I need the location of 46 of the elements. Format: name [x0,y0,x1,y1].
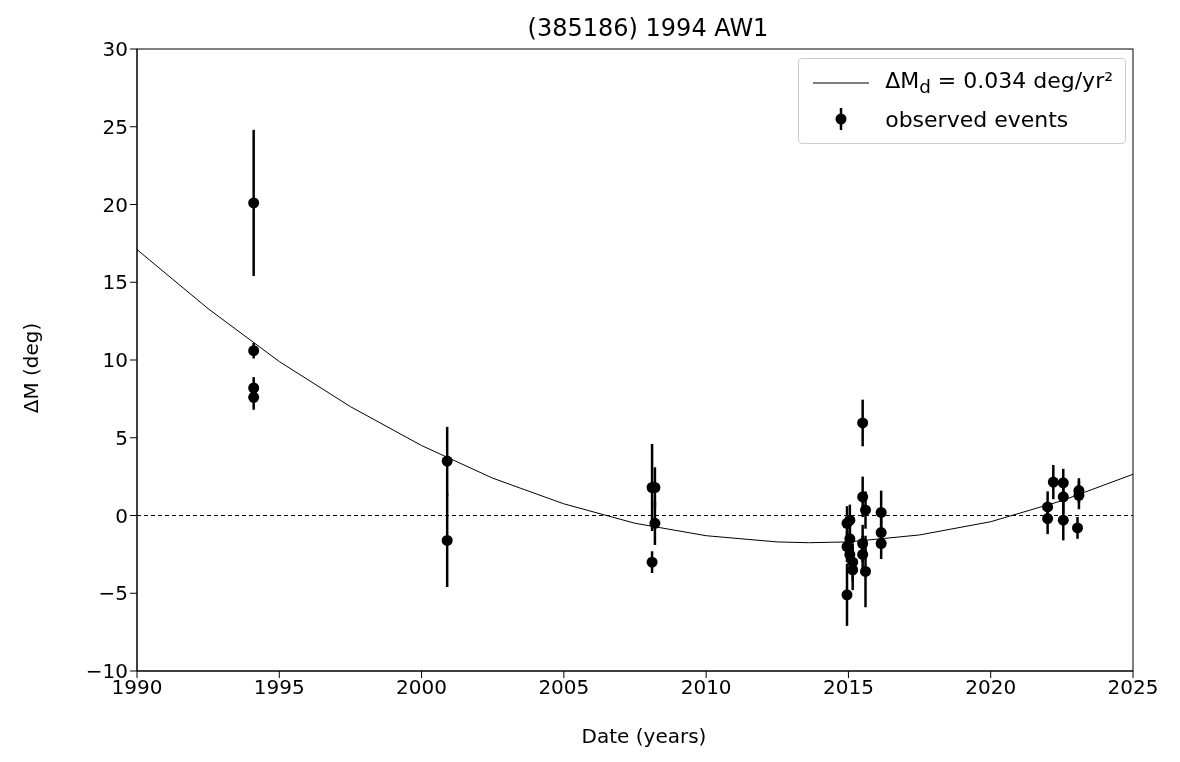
x-tick-label: 1995 [253,675,305,700]
point [1057,477,1069,489]
point [248,197,260,209]
point [1047,476,1059,488]
point [1057,491,1069,503]
y-tick-label: 15 [102,270,128,295]
point [1042,501,1054,513]
point [248,391,260,403]
x-tick-label: 2020 [965,675,1017,700]
y-tick-label: 10 [102,348,128,373]
point [248,382,260,394]
point [875,527,887,539]
point [248,345,260,357]
y-tick-label: 20 [102,192,128,217]
point [857,548,869,560]
point [860,565,871,577]
y-tick-label: −5 [98,581,128,606]
x-tick-label: 2015 [822,675,874,700]
point [857,491,869,503]
legend-label: observed events [885,106,1069,132]
point [441,534,453,546]
y-tick-label: 5 [115,425,128,450]
point [1042,513,1054,525]
y-tick-label: 30 [102,37,128,62]
y-tick-label: 0 [115,503,128,528]
x-tick-label: 2025 [1107,675,1159,700]
point [441,455,453,467]
point [841,589,853,601]
point [1057,514,1069,526]
point [860,504,871,516]
x-tick-label: 2005 [538,675,590,700]
point [857,417,869,429]
y-tick-label: 25 [102,114,128,139]
x-tick-label: 2010 [680,675,732,700]
point [857,537,869,549]
legend-label: ΔM$_{d}$ = 0.034 deg/yr² [885,68,1113,98]
x-tick-label: 2000 [396,675,448,700]
x-axis-title: Date (years) [581,724,707,748]
point [875,537,887,549]
point [844,533,856,545]
chart-title: (385186) 1994 AW1 [527,14,769,42]
y-axis-title: ΔM (deg) [19,322,43,414]
point [875,506,887,518]
point [649,517,661,529]
point [1072,522,1084,534]
point [646,556,658,568]
